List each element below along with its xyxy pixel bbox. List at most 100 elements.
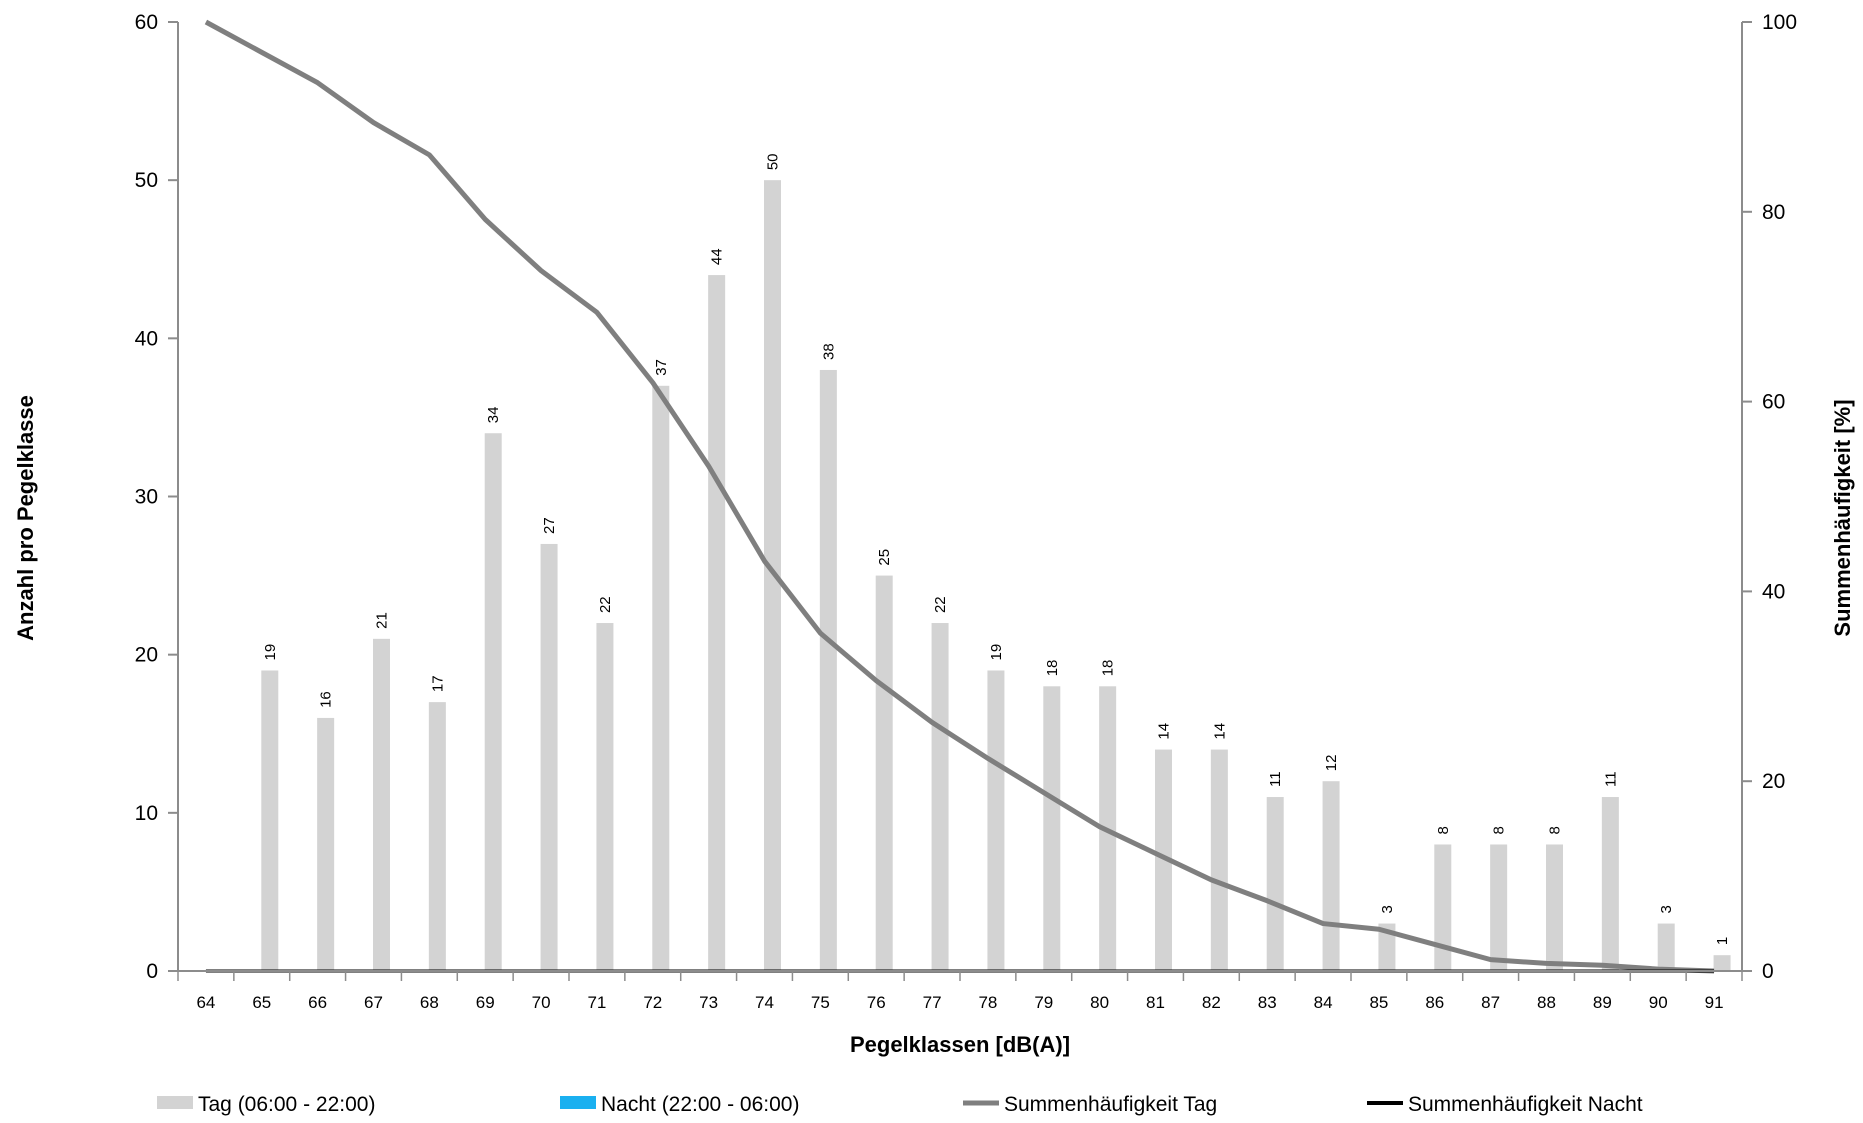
bar-tag-75 xyxy=(819,369,837,971)
x-tick-label-87: 87 xyxy=(1481,993,1500,1012)
data-label-65: 19 xyxy=(262,644,279,661)
bar-tag-70 xyxy=(540,543,558,971)
y2-tick-label-100: 100 xyxy=(1762,11,1797,34)
x-tick-label-82: 82 xyxy=(1202,993,1221,1012)
x-tick-label-72: 72 xyxy=(643,993,662,1012)
bar-tag-68 xyxy=(428,702,446,971)
bar-tag-90 xyxy=(1657,923,1675,971)
data-label-66: 16 xyxy=(318,691,335,708)
y-tick-label-40: 40 xyxy=(135,327,158,350)
x-tick-label-65: 65 xyxy=(252,993,271,1012)
bar-tag-81 xyxy=(1155,749,1172,971)
bar-tag-67 xyxy=(373,638,390,971)
legend-swatch-0 xyxy=(157,1096,193,1109)
x-tick-label-88: 88 xyxy=(1537,993,1556,1012)
data-label-89: 11 xyxy=(1602,771,1619,787)
data-label-73: 44 xyxy=(709,248,726,265)
y2-axis-title: Summenhäufigkeit [%] xyxy=(1830,399,1855,636)
bar-tag-78 xyxy=(987,670,1005,971)
data-label-91: 1 xyxy=(1714,937,1731,945)
data-label-79: 18 xyxy=(1044,660,1061,677)
data-label-72: 37 xyxy=(653,359,670,376)
data-label-75: 38 xyxy=(820,343,837,360)
x-tick-label-89: 89 xyxy=(1593,993,1612,1012)
y2-tick-label-0: 0 xyxy=(1762,960,1774,983)
bar-tag-69 xyxy=(484,433,502,971)
x-tick-label-84: 84 xyxy=(1314,993,1333,1012)
data-label-76: 25 xyxy=(876,549,893,566)
bar-tag-77 xyxy=(931,623,949,971)
data-label-74: 50 xyxy=(765,153,782,170)
bar-tag-91 xyxy=(1713,955,1731,971)
bar-tag-71 xyxy=(596,623,614,971)
bar-tag-83 xyxy=(1266,797,1284,971)
data-label-86: 8 xyxy=(1435,826,1452,834)
data-label-87: 8 xyxy=(1491,826,1508,834)
y-tick-label-10: 10 xyxy=(135,802,158,825)
x-tick-label-70: 70 xyxy=(532,993,551,1012)
bar-tag-85 xyxy=(1378,923,1396,971)
data-label-88: 8 xyxy=(1547,826,1564,834)
data-label-84: 12 xyxy=(1323,755,1340,772)
x-tick-label-76: 76 xyxy=(867,993,886,1012)
data-label-70: 27 xyxy=(541,517,558,534)
y2-tick-label-40: 40 xyxy=(1762,580,1785,603)
legend: Tag (06:00 - 22:00) Nacht (22:00 - 06:00)… xyxy=(157,1093,1643,1116)
x-tick-label-67: 67 xyxy=(364,993,383,1012)
bar-tag-72 xyxy=(652,385,670,971)
bar-tag-88 xyxy=(1546,844,1563,971)
data-label-90: 3 xyxy=(1658,905,1675,913)
x-tick-label-81: 81 xyxy=(1146,993,1165,1012)
x-tick-label-74: 74 xyxy=(755,993,774,1012)
y2-tick-label-20: 20 xyxy=(1762,770,1785,793)
y-tick-label-30: 30 xyxy=(135,486,158,509)
data-label-80: 18 xyxy=(1100,660,1117,677)
legend-label-2: Summenhäufigkeit Tag xyxy=(1004,1093,1217,1116)
y-axis-title: Anzahl pro Pegelklasse xyxy=(13,395,38,641)
x-tick-label-85: 85 xyxy=(1369,993,1388,1012)
bar-tag-76 xyxy=(875,575,893,971)
data-label-69: 34 xyxy=(485,407,502,424)
x-tick-label-79: 79 xyxy=(1034,993,1053,1012)
x-tick-label-68: 68 xyxy=(420,993,439,1012)
data-label-83: 11 xyxy=(1267,771,1284,787)
x-tick-label-64: 64 xyxy=(196,993,215,1012)
x-tick-label-71: 71 xyxy=(587,993,606,1012)
line-summen-tag xyxy=(204,19,1715,974)
x-tick-label-75: 75 xyxy=(811,993,830,1012)
x-tick-label-77: 77 xyxy=(923,993,942,1012)
x-tick-label-66: 66 xyxy=(308,993,327,1012)
y2-tick-label-80: 80 xyxy=(1762,201,1785,224)
bar-tag-66 xyxy=(317,717,335,971)
legend-label-1: Nacht (22:00 - 06:00) xyxy=(601,1093,799,1116)
data-label-82: 14 xyxy=(1211,723,1228,740)
x-tick-label-69: 69 xyxy=(476,993,495,1012)
legend-label-0: Tag (06:00 - 22:00) xyxy=(198,1093,375,1116)
bar-tag-74 xyxy=(764,180,781,971)
bar-tag-86 xyxy=(1434,844,1452,971)
x-tick-label-78: 78 xyxy=(978,993,997,1012)
x-tick-label-80: 80 xyxy=(1090,993,1109,1012)
y-tick-label-50: 50 xyxy=(135,169,158,192)
legend-label-3: Summenhäufigkeit Nacht xyxy=(1408,1093,1643,1116)
data-label-78: 19 xyxy=(988,644,1005,661)
y-tick-label-0: 0 xyxy=(146,960,158,983)
y2-tick-label-60: 60 xyxy=(1762,391,1785,414)
bar-tag-87 xyxy=(1490,844,1508,971)
bar-tag-84 xyxy=(1322,781,1340,971)
bar-tag-73 xyxy=(708,275,726,972)
bar-tag-65 xyxy=(261,670,279,971)
y-tick-label-20: 20 xyxy=(135,644,158,667)
bar-tag-82 xyxy=(1210,749,1228,971)
x-tick-label-83: 83 xyxy=(1258,993,1277,1012)
data-label-67: 21 xyxy=(374,612,391,629)
x-axis-title: Pegelklassen [dB(A)] xyxy=(850,1032,1070,1057)
data-label-81: 14 xyxy=(1156,723,1173,740)
data-label-85: 3 xyxy=(1379,905,1396,913)
data-label-71: 22 xyxy=(597,596,614,613)
data-label-77: 22 xyxy=(932,596,949,613)
y-tick-label-60: 60 xyxy=(135,11,158,34)
bar-tag-79 xyxy=(1043,686,1061,971)
